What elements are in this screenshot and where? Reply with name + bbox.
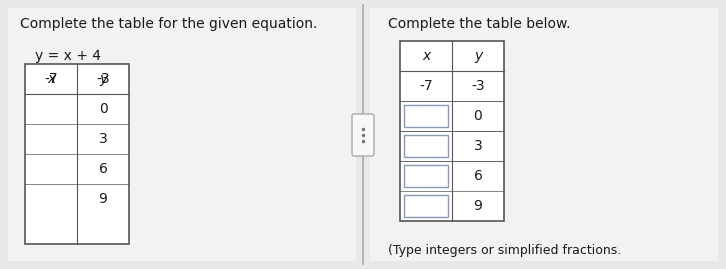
Text: -3: -3	[96, 72, 110, 86]
Bar	[370, 8, 718, 261]
Bar	[404, 165, 448, 187]
Text: Complete the table for the given equation.: Complete the table for the given equatio…	[20, 17, 317, 31]
Text: -7: -7	[44, 72, 58, 86]
Text: 0: 0	[473, 109, 482, 123]
Bar	[404, 195, 448, 217]
Text: x: x	[47, 72, 55, 86]
Text: y = x + 4: y = x + 4	[35, 49, 101, 63]
Text: x: x	[422, 49, 430, 63]
Text: y: y	[474, 49, 482, 63]
Bar	[25, 64, 129, 244]
Bar	[404, 135, 448, 157]
Text: y: y	[99, 72, 107, 86]
Text: Complete the table below.: Complete the table below.	[388, 17, 571, 31]
Bar	[404, 105, 448, 127]
Text: -3: -3	[471, 79, 485, 93]
Text: -7: -7	[419, 79, 433, 93]
Text: (Type integers or simplified fractions.: (Type integers or simplified fractions.	[388, 244, 621, 257]
Text: 9: 9	[473, 199, 483, 213]
Text: 6: 6	[99, 162, 107, 176]
Bar	[400, 41, 504, 221]
Text: 0: 0	[99, 102, 107, 116]
Bar	[8, 8, 356, 261]
Text: 9: 9	[99, 192, 107, 206]
Text: 6: 6	[473, 169, 483, 183]
Text: 3: 3	[473, 139, 482, 153]
Text: 3: 3	[99, 132, 107, 146]
FancyBboxPatch shape	[352, 114, 374, 156]
